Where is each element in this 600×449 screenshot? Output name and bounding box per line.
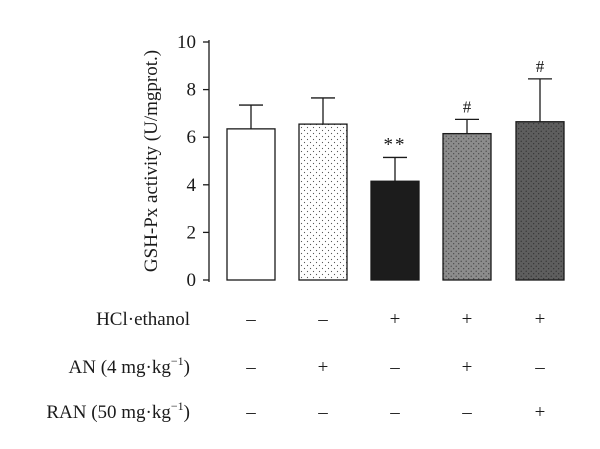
bars: ** # #: [226, 57, 565, 281]
bar: [515, 121, 565, 281]
treatment-sign: –: [534, 357, 545, 378]
treatment-sign: +: [462, 357, 473, 378]
treatment-sign: –: [461, 402, 472, 423]
treatment-sign: +: [535, 309, 546, 330]
y-tick-label: 2: [187, 222, 197, 243]
treatment-sign: +: [390, 309, 401, 330]
treatment-sign: –: [389, 402, 400, 423]
treatment-label: AN (4 mg·kg−1): [69, 354, 191, 378]
treatment-table: HCl·ethanol – – + + +AN (4 mg·kg−1) – + – + –RAN (…: [46, 309, 545, 423]
y-axis-ticks: 0 2 4 6 8 10: [177, 32, 209, 291]
bar: [370, 180, 420, 281]
significance-marker: **: [384, 134, 407, 155]
treatment-label-superscript: −1: [171, 399, 184, 413]
treatment-label: RAN (50 mg·kg−1): [46, 399, 190, 423]
treatment-sign: –: [389, 357, 400, 378]
y-tick-label: 4: [187, 175, 197, 196]
treatment-sign: +: [535, 402, 546, 423]
treatment-label-end: ): [184, 357, 190, 378]
treatment-sign: +: [462, 309, 473, 330]
treatment-sign: –: [245, 357, 256, 378]
treatment-sign: –: [245, 309, 256, 330]
y-tick-label: 8: [187, 80, 197, 101]
significance-marker: #: [536, 57, 545, 76]
treatment-label-superscript: −1: [171, 354, 184, 368]
treatment-sign: –: [245, 402, 256, 423]
treatment-label-main: RAN (50 mg·kg: [46, 402, 171, 423]
bar: [226, 128, 276, 281]
treatment-label-main: AN (4 mg·kg: [69, 357, 172, 378]
y-tick-label: 6: [187, 127, 197, 148]
treatment-label-end: ): [184, 402, 190, 423]
significance-marker: #: [463, 97, 472, 116]
treatment-sign: –: [317, 309, 328, 330]
y-tick-label: 0: [187, 270, 197, 291]
treatment-sign: –: [317, 402, 328, 423]
treatment-label: HCl·ethanol: [96, 309, 190, 330]
y-axis-label: GSH-Px activity (U/mgprot.): [141, 50, 162, 272]
y-tick-label: 10: [177, 32, 196, 53]
bar: [298, 123, 348, 281]
bar: [442, 132, 492, 281]
treatment-sign: +: [318, 357, 329, 378]
